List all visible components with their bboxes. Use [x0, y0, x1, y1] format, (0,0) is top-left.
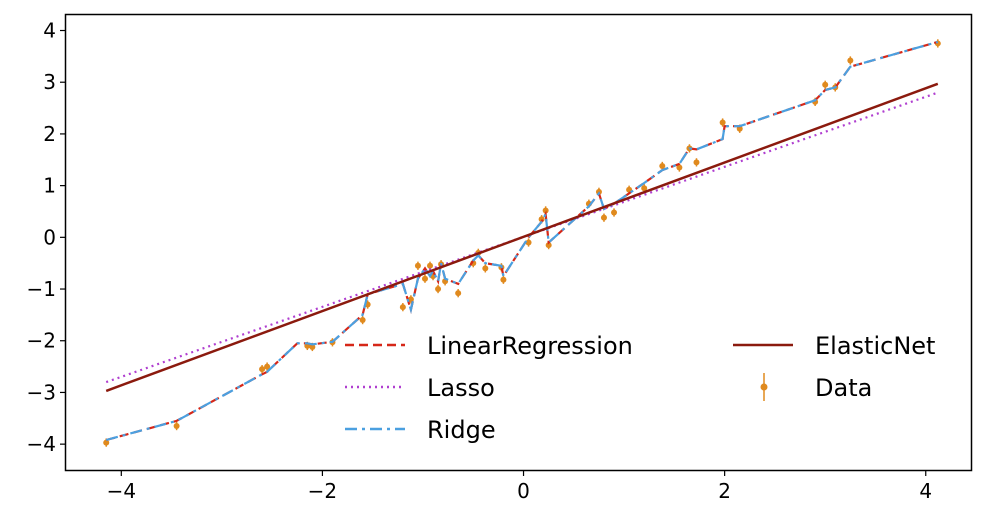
- x-tick-label: 0: [517, 479, 530, 503]
- y-tick-label: −1: [27, 277, 56, 301]
- data-point: [542, 207, 549, 214]
- data-point: [545, 242, 552, 249]
- data-point: [407, 296, 414, 303]
- legend-data-marker: [760, 383, 768, 391]
- y-tick-label: 2: [43, 122, 56, 146]
- y-tick-label: −4: [27, 432, 56, 456]
- data-point: [309, 343, 316, 350]
- y-tick-label: −2: [27, 329, 56, 353]
- data-point: [641, 185, 648, 192]
- legend-ridge-label: Ridge: [427, 416, 496, 444]
- series-elasticnet-line: [105, 82, 939, 393]
- data-point: [611, 209, 618, 216]
- data-point: [399, 304, 406, 311]
- legend-data-label: Data: [815, 374, 872, 402]
- data-point: [659, 162, 666, 169]
- data-point: [500, 276, 507, 283]
- legend-elasticnet-label: ElasticNet: [815, 332, 935, 360]
- series-lasso-line: [105, 91, 939, 384]
- y-tick-label: 0: [43, 225, 56, 249]
- data-point: [264, 363, 271, 370]
- y-tick-label: −3: [27, 380, 56, 404]
- y-tick-label: 4: [43, 19, 56, 43]
- x-tick-label: −2: [308, 479, 337, 503]
- x-tick-label: 2: [718, 479, 731, 503]
- y-tick-label: 1: [43, 174, 56, 198]
- data-point: [482, 265, 489, 272]
- data-point: [693, 159, 700, 166]
- legend: LinearRegression ElasticNet Lasso Data Ridge: [345, 332, 935, 444]
- data-point: [455, 290, 462, 297]
- x-tick-label: 4: [919, 479, 932, 503]
- data-point: [719, 119, 726, 126]
- axes-frame: [64, 13, 973, 472]
- data-point: [421, 275, 428, 282]
- data-point: [676, 164, 683, 171]
- x-axis: −4 −2 0 2 4: [107, 470, 932, 503]
- series-ridge-line: [105, 40, 939, 442]
- x-tick-label: −4: [107, 479, 136, 503]
- data-point: [173, 423, 180, 430]
- data-point: [600, 214, 607, 221]
- data-point: [427, 262, 434, 269]
- data-point: [435, 286, 442, 293]
- data-point: [103, 439, 110, 446]
- plot-area: [103, 39, 941, 447]
- legend-lasso-label: Lasso: [427, 374, 495, 402]
- data-point: [359, 317, 366, 324]
- data-point: [822, 81, 829, 88]
- legend-linearregression-label: LinearRegression: [427, 332, 633, 360]
- y-tick-label: 3: [43, 70, 56, 94]
- y-axis: −4 −3 −2 −1 0 1 2 3 4: [27, 19, 66, 456]
- data-point: [525, 239, 532, 246]
- data-point: [414, 262, 421, 269]
- data-point: [847, 57, 854, 64]
- data-point: [259, 366, 266, 373]
